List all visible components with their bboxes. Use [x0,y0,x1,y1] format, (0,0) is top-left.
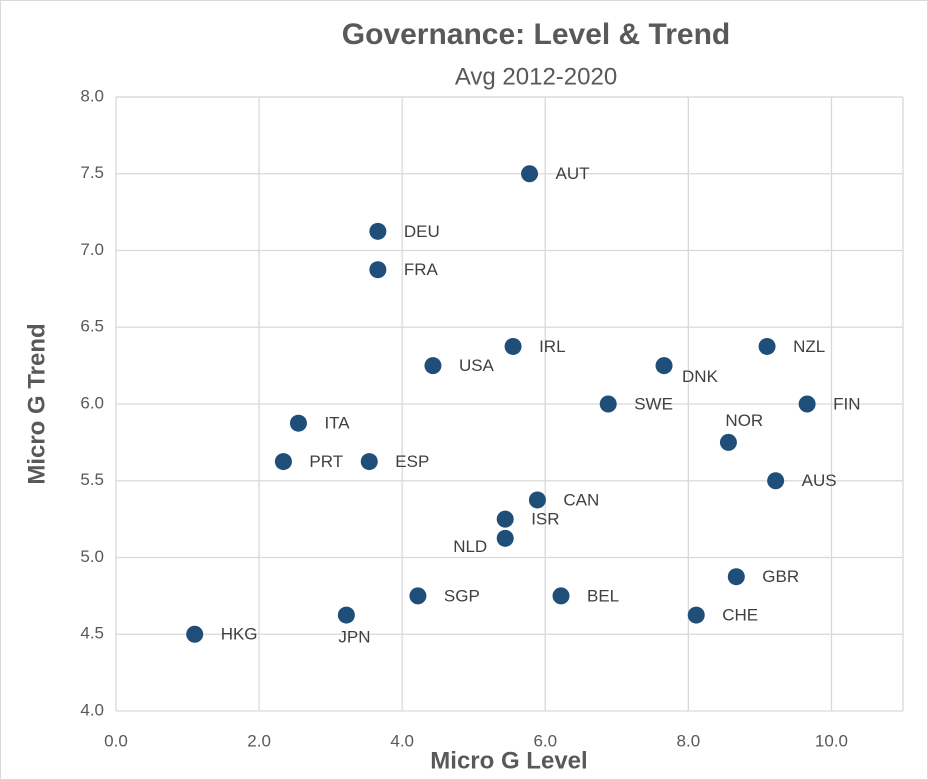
point [552,587,570,605]
point-label: HKG [221,625,258,644]
point-label: IRL [539,337,565,356]
point [687,606,705,624]
x-tick-label: 4.0 [390,731,414,750]
point [504,337,522,355]
chart-subtitle: Avg 2012-2020 [455,63,617,90]
x-tick-label: 6.0 [533,731,557,750]
point [337,606,355,624]
point [798,395,816,413]
point-label: AUT [556,164,590,183]
y-tick-label: 5.0 [80,547,104,566]
point [274,453,292,471]
y-tick-label: 4.5 [80,624,104,643]
y-tick-label: 7.5 [80,163,104,182]
point-label: ISR [531,510,559,529]
y-tick-label: 7.0 [80,240,104,259]
point-label: SWE [634,394,673,413]
point-label: SGP [444,586,480,605]
y-tick-label: 5.5 [80,470,104,489]
point-label: BEL [587,586,619,605]
y-tick-label: 6.0 [80,393,104,412]
point [369,261,387,279]
x-tick-label: 8.0 [677,731,701,750]
point-label: DEU [404,222,440,241]
point [409,587,427,605]
point-label: GBR [762,567,799,586]
point-label: NZL [793,337,825,356]
point [758,337,776,355]
point [719,433,737,451]
point [496,529,514,547]
x-tick-label: 2.0 [247,731,271,750]
point [369,222,387,240]
chart-title: Governance: Level & Trend [342,18,730,51]
point-label: FRA [404,260,439,279]
point-label: JPN [338,628,370,647]
point [727,568,745,586]
point [521,165,539,183]
y-axis-label: Micro G Trend [23,323,50,484]
y-tick-label: 4.0 [80,700,104,719]
point-label: CHE [722,606,758,625]
x-tick-label: 0.0 [104,731,128,750]
y-tick-label: 6.5 [80,317,104,336]
y-tick-label: 8.0 [80,86,104,105]
point [360,453,378,471]
x-axis-label: Micro G Level [430,747,587,774]
point [767,472,785,490]
point-label: ESP [395,452,429,471]
point [424,357,442,375]
point-label: CAN [563,490,599,509]
point-label: DNK [682,367,719,386]
point [186,625,204,643]
point [655,357,673,375]
point-label: NLD [453,537,487,556]
point-label: FIN [833,394,860,413]
x-tick-label: 10.0 [815,731,848,750]
point-label: USA [459,356,495,375]
point-label: NOR [725,411,763,430]
point [599,395,617,413]
point-label: AUS [802,471,837,490]
point [496,510,514,528]
point [528,491,546,509]
point-label: PRT [309,452,343,471]
point [289,414,307,432]
point-label: ITA [324,414,350,433]
